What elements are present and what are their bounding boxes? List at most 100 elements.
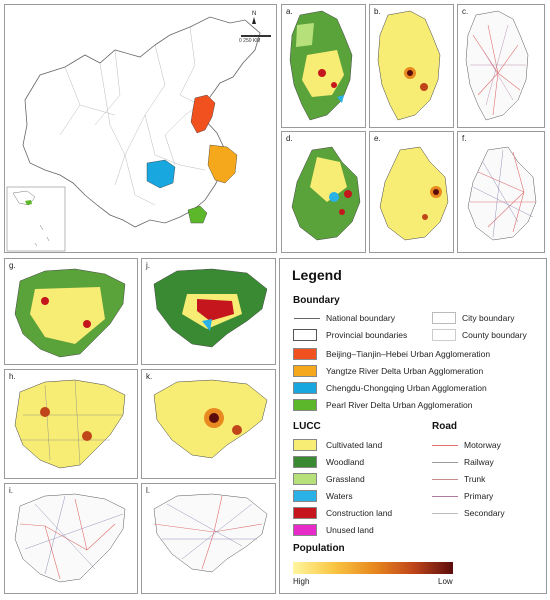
panel-h-map xyxy=(14,379,126,469)
road-swatch-trunk xyxy=(432,479,458,480)
urban-patch xyxy=(318,69,326,77)
road-label-primary: Primary xyxy=(464,491,494,501)
china-overview-map: N 0 250 KM xyxy=(4,4,277,253)
panel-g-map xyxy=(14,268,126,358)
pop-core xyxy=(209,413,219,423)
urban-patch xyxy=(83,320,91,328)
inset-green xyxy=(25,200,32,205)
pearl-river-delta-region xyxy=(187,205,208,224)
panel-f-map xyxy=(467,146,537,241)
yangtze-river-delta-region xyxy=(207,144,238,184)
boundary-lines xyxy=(20,379,123,466)
urban-patch xyxy=(331,82,337,88)
construction-patch xyxy=(197,299,234,321)
panel-label: h. xyxy=(9,372,16,381)
panel-label: a. xyxy=(286,7,293,16)
pop-core xyxy=(433,189,439,195)
road-swatch-motorway xyxy=(432,445,458,446)
south-china-sea-inset xyxy=(6,186,66,252)
lucc-heading: LUCC xyxy=(293,421,321,432)
panel-a-map xyxy=(289,10,353,121)
panel-b-population: b. xyxy=(369,4,454,128)
provincial-boundary-swatch xyxy=(293,329,317,341)
road-label-secondary: Secondary xyxy=(464,508,505,518)
panel-k-map xyxy=(153,379,268,459)
panel-label: l. xyxy=(146,486,150,495)
lucc-swatch-construction xyxy=(293,507,317,519)
population-gradient xyxy=(293,562,453,574)
pop-hotspot xyxy=(82,431,92,441)
city-boundary-swatch xyxy=(432,312,456,324)
region-shape xyxy=(379,146,449,241)
lucc-swatch-cultivated xyxy=(293,439,317,451)
panel-j-lucc: j. xyxy=(141,258,276,365)
panel-label: d. xyxy=(286,134,293,143)
region-shape xyxy=(377,10,441,121)
lucc-label-grassland: Grassland xyxy=(326,474,365,484)
road-network xyxy=(153,495,263,570)
grassland-patch xyxy=(296,23,314,47)
pop-core xyxy=(407,70,413,76)
road-label-motorway: Motorway xyxy=(464,440,501,450)
panel-h-population: h. xyxy=(4,369,138,479)
agglomeration-label-cc: Chengdu-Chongqing Urban Agglomeration xyxy=(326,383,487,393)
road-swatch-secondary xyxy=(432,513,458,514)
road-network xyxy=(19,498,116,580)
china-outline-svg xyxy=(6,16,261,252)
urban-patch xyxy=(41,297,49,305)
water-patch xyxy=(337,95,344,103)
inset-outline xyxy=(12,190,50,247)
lucc-label-unused: Unused land xyxy=(326,525,374,535)
north-arrow: N xyxy=(252,11,256,24)
urban-patch xyxy=(344,190,352,198)
panel-j-map xyxy=(153,268,268,348)
panel-i-map xyxy=(14,493,126,583)
agglomeration-swatch-prd xyxy=(293,399,317,411)
provincial-boundary-label: Provincial boundaries xyxy=(326,330,408,340)
panel-l-roads: l. xyxy=(141,483,276,594)
population-low-label: Low xyxy=(438,577,453,586)
region-shape xyxy=(467,146,537,241)
north-arrow-icon xyxy=(252,17,257,24)
panel-label: i. xyxy=(9,486,13,495)
population-high-label: High xyxy=(293,577,310,586)
region-shape xyxy=(14,379,126,469)
panel-a-lucc: a. xyxy=(281,4,366,128)
chengdu-chongqing-region xyxy=(146,159,176,189)
city-boundary-label: City boundary xyxy=(462,313,515,323)
road-network xyxy=(470,24,526,106)
road-network xyxy=(24,495,124,575)
boundary-heading: Boundary xyxy=(293,295,340,306)
panel-label: b. xyxy=(374,7,381,16)
panel-label: j. xyxy=(146,261,150,270)
province-lines xyxy=(59,26,211,206)
north-label: N xyxy=(252,11,257,17)
road-network xyxy=(472,24,521,116)
panel-e-map xyxy=(379,146,449,241)
lucc-label-woodland: Woodland xyxy=(326,457,365,467)
water-patch xyxy=(202,319,212,331)
urban-patch xyxy=(339,209,345,215)
cultivated-patch xyxy=(310,157,347,202)
agglomeration-swatch-btth xyxy=(293,348,317,360)
county-boundary-label: County boundary xyxy=(462,330,527,340)
panel-label: e. xyxy=(374,134,381,143)
region-shape xyxy=(153,493,268,573)
agglomeration-swatch-yrd xyxy=(293,365,317,377)
pop-hotspot xyxy=(420,83,428,91)
panel-b-map xyxy=(377,10,441,121)
scale-bar xyxy=(241,35,271,37)
county-boundary-swatch xyxy=(432,329,456,341)
agglomeration-label-yrd: Yangtze River Delta Urban Agglomeration xyxy=(326,366,484,376)
road-swatch-primary xyxy=(432,496,458,497)
panel-i-roads: i. xyxy=(4,483,138,594)
legend-title: Legend xyxy=(292,267,342,283)
road-label-railway: Railway xyxy=(464,457,494,467)
panel-k-population: k. xyxy=(141,369,276,479)
lucc-swatch-unused xyxy=(293,524,317,536)
pop-hotspot xyxy=(40,407,50,417)
lucc-swatch-grassland xyxy=(293,473,317,485)
panel-label: f. xyxy=(462,134,467,143)
panel-f-roads: f. xyxy=(457,131,545,253)
lucc-label-cultivated: Cultivated land xyxy=(326,440,383,450)
